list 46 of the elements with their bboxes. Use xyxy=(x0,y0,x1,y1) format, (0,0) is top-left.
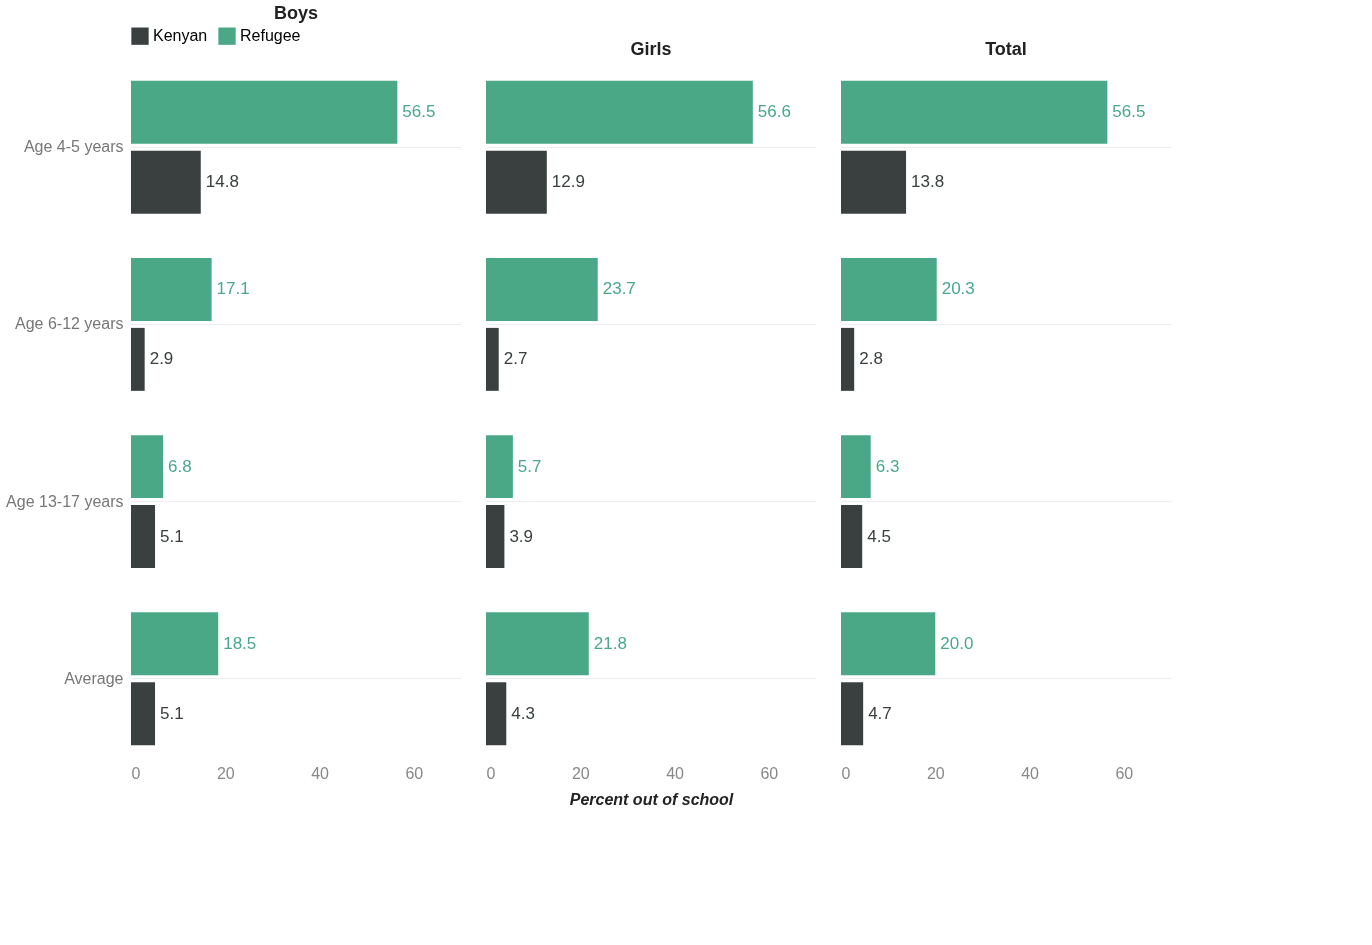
data-label: 17.1 xyxy=(216,279,250,299)
data-label: 21.8 xyxy=(593,633,627,653)
legend-label: Refugee xyxy=(240,27,301,45)
data-label: 5.1 xyxy=(160,703,184,723)
data-label: 5.1 xyxy=(160,526,184,546)
data-label: 6.3 xyxy=(875,456,900,476)
x-tick-label: 60 xyxy=(760,764,779,782)
data-label: 20.0 xyxy=(940,633,974,653)
data-label: 56.6 xyxy=(757,102,791,122)
data-label: 14.8 xyxy=(205,172,239,192)
data-label: 4.3 xyxy=(511,703,535,723)
data-label: 2.7 xyxy=(503,349,528,369)
x-axis-title: Percent out of school xyxy=(569,790,734,808)
chart-title: Boys xyxy=(273,3,319,23)
x-tick-label: 20 xyxy=(216,764,235,782)
x-tick-label: 60 xyxy=(405,764,424,782)
data-label: 56.5 xyxy=(402,102,436,122)
y-tick-label: Age 13-17 years xyxy=(6,492,124,510)
data-label: 2.9 xyxy=(149,349,174,369)
x-tick-label: 20 xyxy=(926,764,945,782)
data-label: 12.9 xyxy=(551,172,585,192)
data-label: 2.8 xyxy=(859,349,883,369)
data-label: 56.5 xyxy=(1112,102,1146,122)
data-label: 4.7 xyxy=(868,703,892,723)
data-label: 23.7 xyxy=(602,279,636,299)
y-tick-label: Average xyxy=(64,669,124,687)
legend-label: Kenyan xyxy=(153,27,208,45)
x-tick-label: 40 xyxy=(311,764,330,782)
chart-title: Girls xyxy=(630,39,672,59)
x-tick-label: 0 xyxy=(841,764,851,782)
data-label: 3.9 xyxy=(509,526,534,546)
x-tick-label: 0 xyxy=(486,764,496,782)
x-tick-label: 20 xyxy=(571,764,590,782)
data-label: 5.7 xyxy=(517,456,542,476)
y-tick-label: Age 6-12 years xyxy=(14,315,124,333)
x-tick-label: 40 xyxy=(1021,764,1040,782)
x-tick-label: 0 xyxy=(131,764,141,782)
data-label: 6.8 xyxy=(168,456,192,476)
data-label: 13.8 xyxy=(911,172,945,192)
x-tick-label: 60 xyxy=(1115,764,1134,782)
data-label: 4.5 xyxy=(867,526,891,546)
data-label: 20.3 xyxy=(941,279,975,299)
data-label: 18.5 xyxy=(223,633,257,653)
x-tick-label: 40 xyxy=(666,764,685,782)
y-tick-label: Age 4-5 years xyxy=(23,138,124,156)
chart-title: Total xyxy=(985,39,1027,59)
